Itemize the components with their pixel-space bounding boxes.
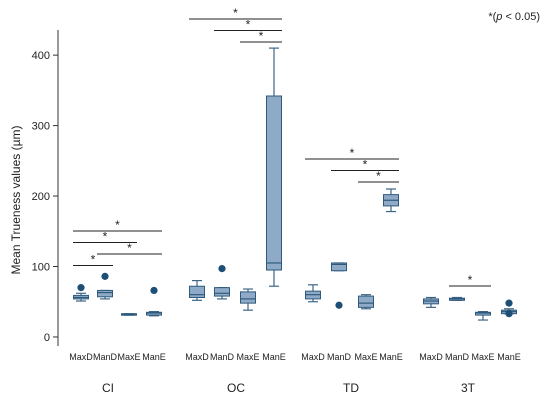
outlier-point [218,265,226,273]
y-axis-label: Mean Trueness values (µm) [9,126,23,275]
significance-star: * [350,146,355,160]
outlier-point [335,301,343,309]
x-tick-label: MaxE [236,352,259,362]
significance-star: * [376,169,381,183]
x-tick-label: ManE [262,352,286,362]
box-OC-MaxE [240,291,256,304]
y-tick-label: 400 [32,50,50,62]
box-CI-ManD [97,289,113,298]
x-tick-label: MaxE [471,352,494,362]
outlier-point [101,272,109,280]
significance-star: * [468,273,473,287]
box-TD-ManD [331,262,347,272]
significance-star: * [246,18,251,32]
significance-star: * [233,6,238,20]
x-tick-label: MaxD [69,352,93,362]
box-OC-ManE [266,95,282,271]
group-label-TD: TD [343,381,359,395]
outlier-point [150,286,158,295]
y-tick-label: 200 [32,191,50,203]
significance-star: * [259,29,264,43]
x-tick-label: ManD [93,352,118,362]
significance-star: * [103,230,108,244]
significance-star: * [127,241,132,255]
x-tick-label: ManE [142,352,166,362]
y-tick-label: 100 [32,262,50,274]
significance-star: * [115,218,120,232]
x-tick-label: MaxD [185,352,209,362]
group-label-OC: OC [227,381,245,395]
box-TD-MaxE [358,295,374,308]
significance-note-prefix: *( [488,11,496,23]
x-tick-label: ManE [379,352,403,362]
x-tick-label: ManD [327,352,352,362]
y-tick-label: 300 [32,121,50,133]
x-tick-label: MaxD [301,352,325,362]
x-tick-label: ManE [497,352,521,362]
group-label-3T: 3T [461,381,476,395]
outlier-point [505,310,513,318]
box-CI-ManE [146,311,162,316]
x-tick-label: MaxE [117,352,140,362]
box-OC-MaxD [189,285,205,298]
significance-note-p: p [495,11,502,23]
x-tick-label: ManD [210,352,235,362]
x-tick-label: MaxD [419,352,443,362]
outlier-point [77,284,85,292]
box-3T-MaxE [475,311,491,316]
outlier-point [505,299,513,307]
x-tick-label: MaxE [354,352,377,362]
significance-star: * [363,158,368,172]
significance-note-suffix: < 0.05) [502,11,540,23]
x-tick-label: ManD [445,352,470,362]
y-tick-label: 0 [44,332,50,344]
box-OC-ManD [214,287,230,297]
group-label-CI: CI [102,381,114,395]
significance-note: *(p < 0.05) [488,11,540,23]
significance-star: * [91,253,96,267]
